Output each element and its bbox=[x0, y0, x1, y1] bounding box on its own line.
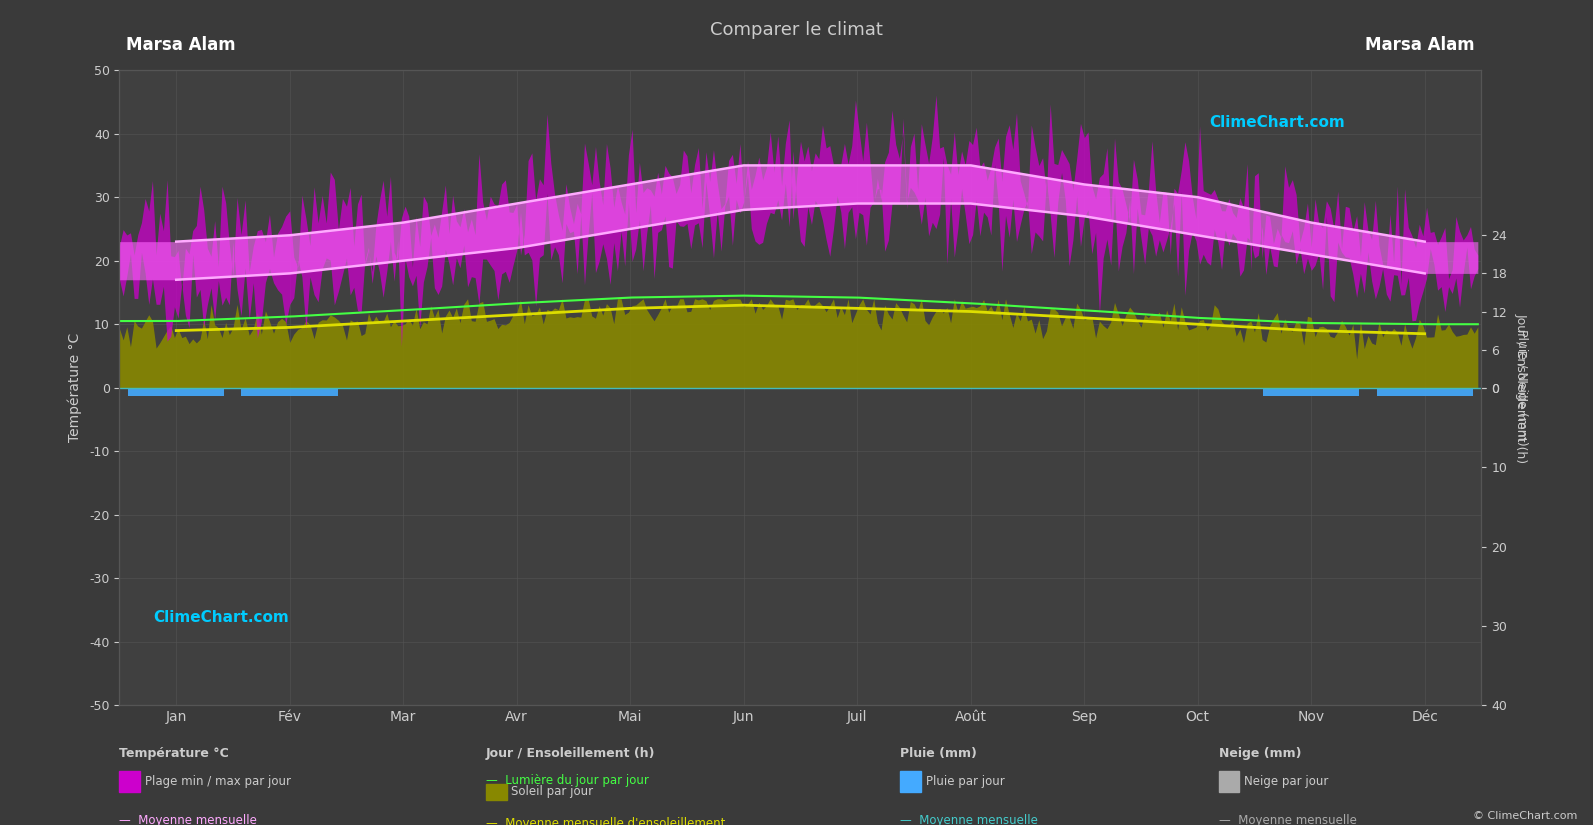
Text: Marsa Alam: Marsa Alam bbox=[126, 36, 236, 54]
Bar bbox=[242, 388, 338, 396]
Text: —  Lumière du jour par jour: — Lumière du jour par jour bbox=[486, 774, 648, 787]
Text: —  Moyenne mensuelle d'ensoleillement: — Moyenne mensuelle d'ensoleillement bbox=[486, 817, 725, 825]
Text: Neige (mm): Neige (mm) bbox=[1219, 747, 1301, 760]
Text: © ClimeChart.com: © ClimeChart.com bbox=[1472, 811, 1577, 821]
Y-axis label: Pluie / Neige (mm): Pluie / Neige (mm) bbox=[1515, 329, 1528, 446]
Bar bbox=[1376, 388, 1474, 396]
Y-axis label: Jour / Ensoleillement (h): Jour / Ensoleillement (h) bbox=[1515, 313, 1528, 463]
Text: Pluie (mm): Pluie (mm) bbox=[900, 747, 977, 760]
Text: Soleil par jour: Soleil par jour bbox=[511, 785, 594, 799]
Text: —  Moyenne mensuelle: — Moyenne mensuelle bbox=[1219, 814, 1357, 825]
Text: Pluie par jour: Pluie par jour bbox=[926, 775, 1004, 788]
Bar bbox=[1263, 388, 1359, 396]
Y-axis label: Température °C: Température °C bbox=[68, 333, 83, 442]
Text: —  Moyenne mensuelle: — Moyenne mensuelle bbox=[119, 814, 258, 825]
Text: Comparer le climat: Comparer le climat bbox=[710, 21, 883, 39]
Text: ClimeChart.com: ClimeChart.com bbox=[1209, 115, 1344, 130]
Text: Marsa Alam: Marsa Alam bbox=[1365, 36, 1475, 54]
Text: Température °C: Température °C bbox=[119, 747, 229, 760]
Text: Plage min / max par jour: Plage min / max par jour bbox=[145, 775, 292, 788]
Text: Neige par jour: Neige par jour bbox=[1244, 775, 1329, 788]
Bar bbox=[127, 388, 225, 396]
Text: —  Moyenne mensuelle: — Moyenne mensuelle bbox=[900, 814, 1039, 825]
Text: Jour / Ensoleillement (h): Jour / Ensoleillement (h) bbox=[486, 747, 655, 760]
Text: ClimeChart.com: ClimeChart.com bbox=[153, 610, 290, 625]
